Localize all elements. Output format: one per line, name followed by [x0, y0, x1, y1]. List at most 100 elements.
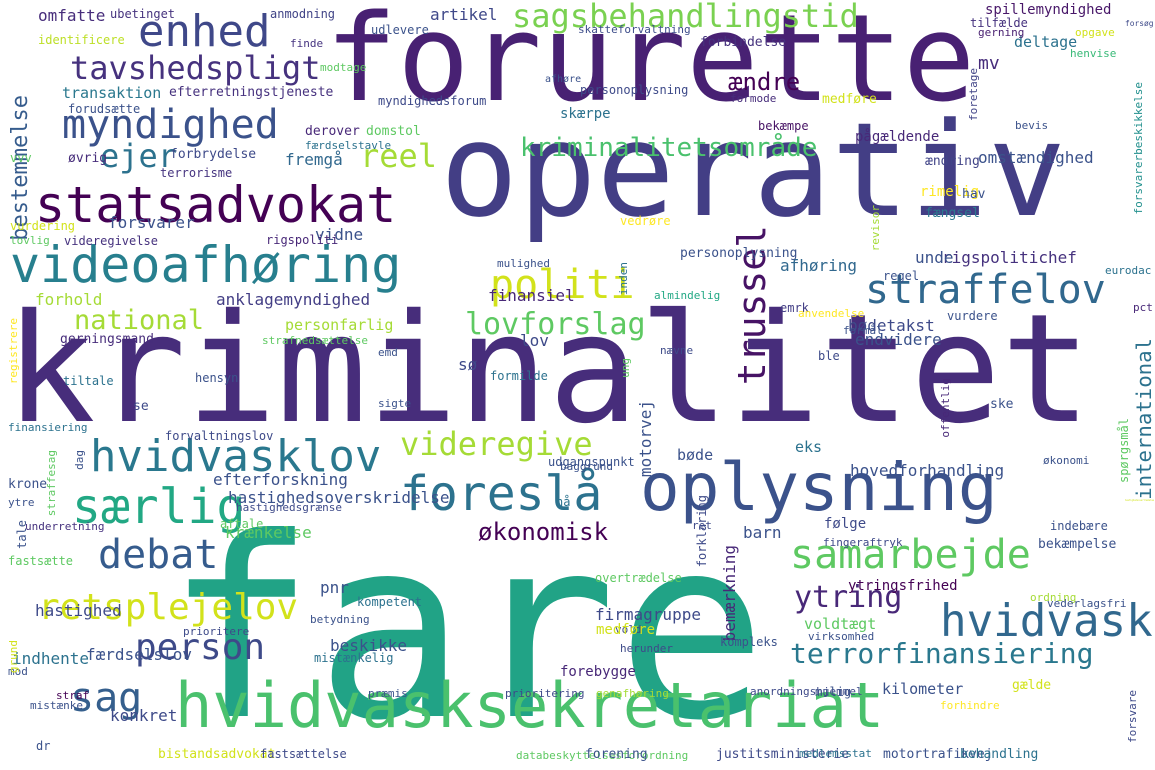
word: hastighedsoverskridelse	[228, 488, 450, 507]
word: vold	[615, 623, 642, 636]
word: anvendelse	[798, 307, 865, 320]
word: sø	[458, 355, 478, 374]
word: underretning	[25, 520, 105, 533]
word: videregivelse	[64, 234, 158, 248]
word: transaktion	[62, 84, 162, 102]
word: lov	[520, 331, 549, 350]
word: hastighedsovertrædelse	[1125, 499, 1154, 502]
word: omstændighed	[978, 148, 1094, 167]
word: betydning	[310, 613, 370, 626]
word: konkret	[110, 706, 178, 725]
word: straffelov	[865, 267, 1106, 313]
word: firmagruppe	[595, 605, 701, 624]
word: hastighed	[35, 601, 122, 620]
word: tavshedspligt	[70, 49, 321, 87]
word: økonomisk	[478, 518, 609, 546]
word: baggrund	[560, 460, 613, 473]
word: anordningshjemmel	[750, 685, 863, 698]
word: vurdere	[947, 309, 998, 323]
word: mistænkelig	[314, 651, 394, 665]
word: formål	[843, 324, 883, 337]
word: emrk	[780, 301, 809, 315]
word: modtage	[320, 61, 367, 74]
word: forbindelse	[700, 35, 787, 50]
word: retsplejelov	[38, 587, 299, 628]
word: henvise	[1070, 47, 1117, 60]
word: international	[1132, 338, 1155, 500]
word: se	[133, 399, 149, 414]
word: forklaring	[695, 495, 709, 568]
word: fremgå	[285, 150, 343, 169]
word: databeskyttelsesforordning	[516, 749, 689, 762]
word: behandling	[960, 747, 1039, 762]
word: krone	[8, 477, 48, 492]
word: anmodning	[270, 7, 336, 21]
word: emd	[378, 346, 398, 359]
word: pct	[1133, 301, 1153, 314]
word: mistænke	[30, 699, 83, 712]
word: endvidere	[855, 330, 942, 349]
word: hav	[962, 187, 986, 202]
word: personoplysning	[580, 83, 689, 97]
word: krænkelse	[225, 523, 312, 542]
word: finansiering	[8, 421, 88, 434]
word: straffesag	[45, 450, 58, 517]
word: lovlig	[10, 234, 50, 247]
word: pågældende	[855, 129, 940, 145]
word: formode	[730, 92, 777, 105]
word: spillemyndighed	[985, 2, 1112, 18]
word: øvrig	[68, 151, 108, 166]
word: vurdering	[10, 219, 76, 233]
word: opgave	[1075, 26, 1115, 39]
word: identificere	[38, 33, 125, 47]
word: forening	[585, 747, 648, 762]
word: forhindre	[940, 699, 1000, 712]
word: bistandsadvokat	[158, 747, 276, 762]
word: national	[74, 305, 205, 336]
word: inden	[617, 262, 630, 296]
word: særlig	[72, 479, 246, 535]
word: sag	[70, 675, 143, 721]
word: hvidvasksekretariat	[175, 669, 885, 742]
word: kompetent	[357, 595, 423, 609]
word: fare	[165, 484, 768, 770]
word: domstol	[366, 124, 421, 139]
word: afhøre	[545, 74, 582, 85]
word: grund	[7, 640, 20, 674]
word: overtrædelse	[595, 571, 682, 585]
word: afhøring	[780, 256, 858, 275]
word: udgangspunkt	[548, 455, 635, 469]
word: tiltale	[63, 374, 114, 388]
word: fastsættelse	[260, 747, 347, 761]
word: videoafhøring	[10, 236, 402, 294]
word: omfatte	[38, 6, 106, 25]
word: fastsætte	[8, 554, 74, 568]
word: almindelig	[654, 289, 721, 302]
word: prioritere	[183, 625, 250, 638]
word: mulig	[815, 685, 852, 699]
word: ung	[619, 358, 632, 378]
word: artikel	[430, 5, 498, 24]
word: barn	[743, 523, 782, 542]
word: politi	[490, 262, 635, 308]
word: udlevere	[371, 23, 429, 37]
word: færdselstavle	[305, 139, 392, 152]
word: efterretningstjeneste	[169, 85, 334, 100]
word: ret	[692, 519, 712, 532]
word: forsøg	[1125, 19, 1154, 28]
word: finansiel	[488, 286, 575, 305]
word: efterforskning	[213, 470, 348, 489]
word: indebære	[1050, 519, 1108, 533]
word: motortrafikvej	[883, 747, 993, 762]
word: genafhøring	[596, 687, 669, 700]
word: kilometer	[882, 680, 964, 698]
word: bekæmpelse	[1038, 537, 1117, 552]
word: skatteforvaltning	[578, 23, 691, 36]
word: justitsministerie	[716, 747, 850, 762]
word: vvv	[10, 151, 32, 165]
word: pnr	[320, 578, 349, 597]
word: forhold	[35, 290, 103, 309]
word: forbrydelse	[170, 147, 257, 162]
word: motorvej	[636, 400, 655, 478]
word: debat	[98, 532, 219, 578]
